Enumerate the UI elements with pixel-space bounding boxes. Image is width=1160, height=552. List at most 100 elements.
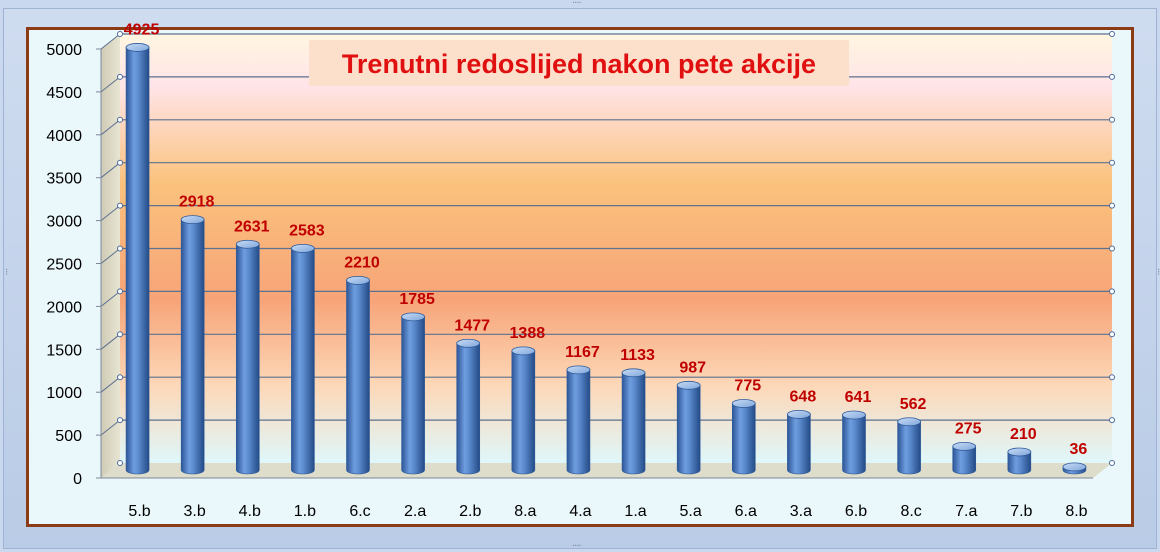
- x-tick-label: 3.a: [790, 503, 812, 520]
- data-label: 1477: [454, 317, 490, 334]
- x-tick-label: 6.b: [845, 503, 867, 520]
- gridline-marker-left: [117, 116, 123, 123]
- x-tick-label: 5.b: [128, 503, 150, 520]
- gridline-wall: [100, 248, 121, 264]
- gridline-marker-right: [1109, 31, 1115, 37]
- data-label: 641: [845, 389, 872, 406]
- gridline-wall: [100, 205, 121, 221]
- chart-title-background: [309, 40, 849, 86]
- data-label: 210: [1010, 426, 1037, 443]
- bar-cap: [676, 380, 701, 390]
- y-tick-label: 0: [73, 471, 82, 488]
- bar: [787, 414, 811, 475]
- gridline-marker-left: [117, 73, 123, 80]
- gridline-marker-right: [1109, 159, 1115, 166]
- gridline-wall: [100, 33, 121, 50]
- bar: [346, 280, 370, 475]
- x-tick-label: 5.a: [680, 503, 702, 520]
- bar-cap: [952, 442, 977, 451]
- gridline-marker-left: [117, 374, 123, 381]
- bar-cap: [897, 417, 922, 427]
- gridline-wall: [100, 376, 121, 393]
- data-label: 562: [900, 396, 927, 413]
- bar-cap: [511, 346, 536, 356]
- data-label: 1785: [399, 291, 435, 308]
- bar: [952, 446, 977, 475]
- bar-cap: [566, 365, 591, 375]
- gridline-marker-right: [1109, 331, 1115, 338]
- y-tick-label: 500: [55, 428, 82, 445]
- bar-cap: [235, 239, 260, 249]
- x-tick-label: 3.b: [184, 503, 206, 520]
- bar-cap: [456, 338, 481, 348]
- bar-cap: [731, 399, 756, 408]
- data-label: 2918: [179, 194, 215, 211]
- bar: [456, 342, 481, 475]
- resize-handle-top[interactable]: ····: [572, 0, 582, 9]
- x-tick-label: 8.c: [900, 503, 921, 520]
- bar: [180, 219, 205, 475]
- gridline-marker-right: [1109, 202, 1115, 209]
- gridline-wall: [100, 419, 121, 436]
- bar-cap: [180, 215, 205, 225]
- bar: [566, 369, 591, 475]
- bar-cap: [290, 243, 315, 253]
- gridline-wall: [100, 76, 121, 93]
- y-tick-label: 5000: [46, 42, 82, 59]
- x-tick-label: 8.b: [1065, 503, 1087, 520]
- gridline-wall: [100, 291, 121, 307]
- gridline-marker-right: [1109, 245, 1115, 252]
- data-label: 2583: [289, 222, 325, 239]
- resize-handle-left[interactable]: ···: [0, 268, 11, 275]
- bar-cap: [125, 43, 150, 52]
- bar-cap: [1062, 462, 1087, 472]
- gridline-marker-left: [117, 159, 123, 166]
- gridline-marker-right: [1109, 460, 1115, 466]
- y-tick-label: 2000: [46, 299, 82, 316]
- y-tick-label: 1500: [46, 342, 82, 359]
- x-tick-label: 7.a: [955, 503, 977, 520]
- bar: [511, 350, 536, 475]
- gridline-marker-left: [117, 331, 123, 338]
- y-tick-label: 4000: [46, 128, 82, 145]
- x-tick-label: 2.b: [459, 503, 481, 520]
- x-tick-label: 1.b: [294, 503, 316, 520]
- data-label: 4925: [124, 21, 160, 38]
- data-label: 775: [734, 378, 761, 395]
- x-tick-label: 2.a: [404, 503, 426, 520]
- data-label: 36: [1070, 441, 1088, 458]
- bar: [842, 414, 866, 475]
- x-tick-label: 6.c: [349, 503, 370, 520]
- gridline-marker-right: [1109, 374, 1115, 381]
- gridline-marker-left: [117, 245, 123, 252]
- data-label: 2631: [234, 218, 270, 235]
- bar-cap: [842, 410, 866, 420]
- gridline-marker-left: [117, 460, 123, 466]
- bar-cap: [786, 410, 811, 419]
- y-tick-label: 2500: [46, 257, 82, 274]
- gridline-marker-left: [117, 417, 123, 424]
- x-tick-label: 8.a: [514, 503, 536, 520]
- gridline-marker-right: [1109, 116, 1115, 123]
- gridline-marker-left: [117, 202, 123, 209]
- bar-cap: [401, 312, 426, 322]
- chart-title: Trenutni redoslijed nakon pete akcije: [342, 49, 816, 79]
- gridline-marker-right: [1109, 288, 1115, 295]
- bar: [676, 385, 701, 475]
- gridline-wall: [100, 333, 121, 350]
- data-label: 1167: [565, 344, 600, 361]
- y-tick-label: 3000: [46, 214, 82, 231]
- x-tick-label: 6.a: [735, 503, 757, 520]
- resize-handle-bottom[interactable]: ····: [572, 541, 582, 552]
- data-label: 1388: [510, 325, 546, 342]
- resize-handle-right[interactable]: ···: [1152, 268, 1160, 275]
- bar: [1007, 451, 1032, 475]
- bar: [401, 316, 425, 475]
- bar: [731, 403, 756, 475]
- gridline-marker-left: [117, 288, 123, 295]
- bar-cap: [621, 368, 646, 378]
- data-label: 987: [679, 359, 706, 376]
- bar: [291, 248, 315, 475]
- gridline-wall: [100, 162, 121, 179]
- y-tick-label: 4500: [46, 85, 82, 102]
